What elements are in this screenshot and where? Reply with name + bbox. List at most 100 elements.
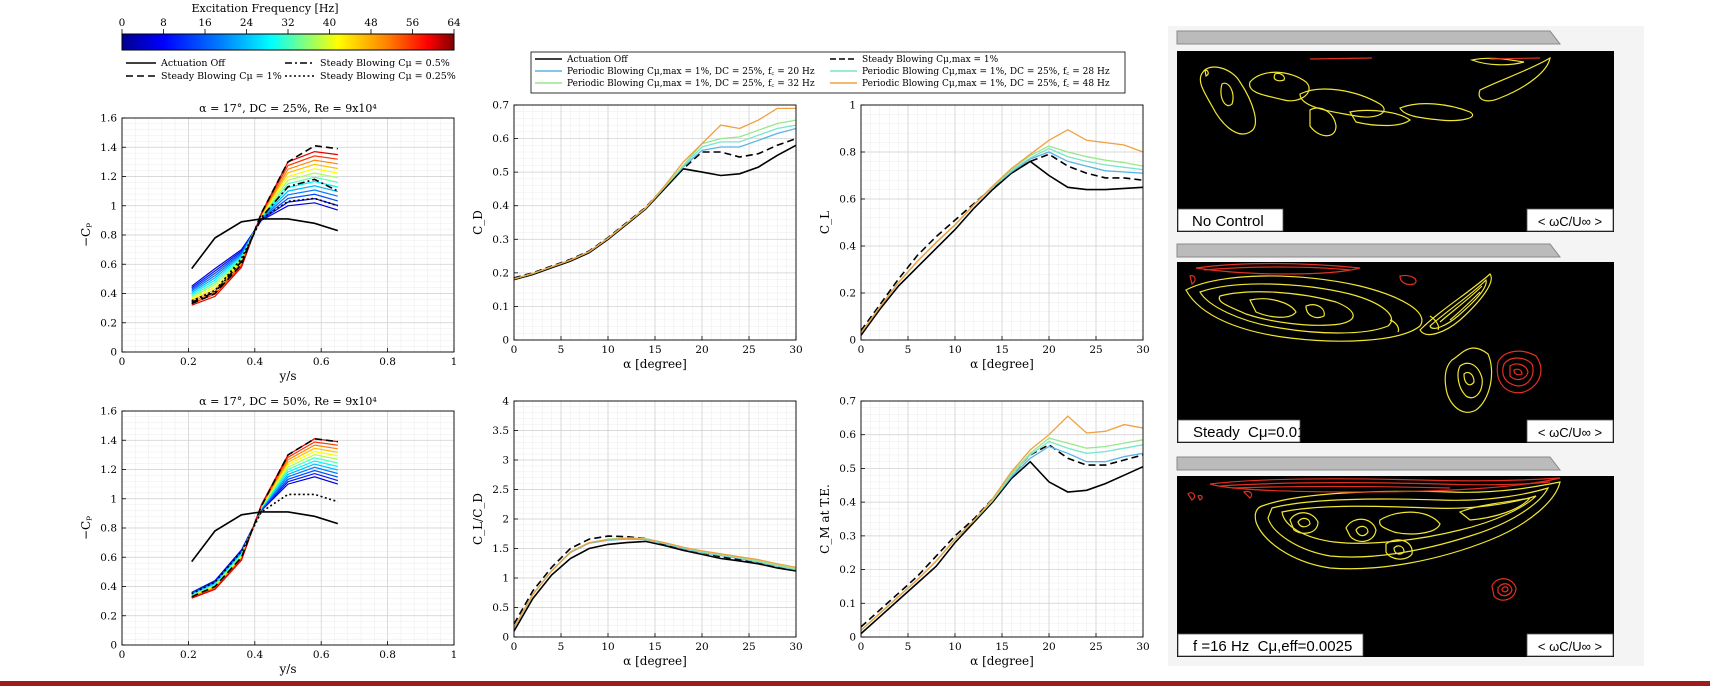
legend-label: Periodic Blowing Cμ,max = 1%, DC = 25%, … — [567, 67, 815, 77]
y-tick-label: 1.4 — [100, 435, 117, 447]
left-legend: Actuation Off Steady Blowing Cμ = 0.5% Ste… — [126, 58, 456, 82]
series-line-5 — [513, 107, 796, 280]
chart-cp-dc50: 0 0.2 0.4 0.6 0.8 1 0 0.2 0.4 0.6 0.8 1 1.2 1.4 1.6 α =… — [79, 395, 457, 676]
x-tick-label: 0.4 — [246, 649, 263, 661]
case-label: No Control — [1192, 213, 1264, 230]
airfoil-bar — [1176, 456, 1562, 471]
x-axis-label: α [degree] — [970, 357, 1034, 371]
y-tick-label: 1 — [110, 493, 117, 505]
x-axis-label: y/s — [279, 662, 297, 676]
frequency-series-line — [191, 150, 338, 306]
y-tick-label: 0.3 — [492, 234, 509, 246]
colorbar-tick-label: 64 — [447, 17, 461, 29]
quantity-label: < ωC/U∞ > — [1538, 214, 1602, 229]
x-tick-label: 25 — [1089, 344, 1102, 356]
quantity-label: < ωC/U∞ > — [1538, 639, 1602, 654]
x-tick-label: 0.8 — [379, 649, 396, 661]
y-tick-label: 0.8 — [100, 230, 117, 242]
series-line-0 — [191, 511, 339, 563]
series-line-0 — [860, 460, 1144, 635]
quantity-label-box — [1526, 208, 1614, 232]
series-line-1 — [191, 144, 338, 305]
flow-field — [1177, 51, 1614, 232]
airfoil-bar — [1176, 243, 1562, 258]
x-tick-label: 0.2 — [180, 356, 197, 368]
plot-frame — [860, 400, 1144, 638]
x-axis-label: α [degree] — [623, 654, 687, 668]
x-tick-label: 30 — [789, 344, 802, 356]
series-line-5 — [860, 128, 1144, 334]
x-axis-label: α [degree] — [623, 357, 687, 371]
colorbar: Excitation Frequency [Hz] 0 8 16 24 32 40 48 56… — [119, 2, 461, 51]
x-tick-label: 0.8 — [379, 356, 396, 368]
y-tick-label: 0.5 — [839, 463, 856, 475]
colorbar-tick-label: 0 — [119, 17, 126, 29]
x-tick-label: 0.6 — [313, 356, 330, 368]
y-tick-label: 2 — [502, 514, 509, 526]
y-tick-label: 0.2 — [839, 564, 856, 576]
y-tick-label: 0.1 — [839, 598, 856, 610]
legend-label: Actuation Off — [566, 55, 628, 65]
colorbar-gradient — [121, 33, 455, 51]
legend-label: Periodic Blowing Cμ,max = 1%, DC = 25%, … — [862, 67, 1110, 77]
x-tick-label: 25 — [742, 641, 755, 653]
y-tick-label: 1.6 — [100, 406, 117, 418]
y-tick-label: 0.2 — [839, 288, 856, 300]
flow-panel-no-control: No Control < ωC/U∞ > — [1176, 30, 1614, 232]
case-label-box — [1177, 633, 1364, 657]
x-tick-label: 0 — [119, 356, 126, 368]
quantity-label-box — [1526, 419, 1614, 443]
case-label: Steady Cμ=0.01 — [1193, 424, 1305, 441]
y-tick-label: 0.3 — [839, 530, 856, 542]
series-line-5 — [860, 415, 1144, 631]
y-tick-label: 0 — [502, 632, 509, 644]
x-tick-label: 0.6 — [313, 649, 330, 661]
y-tick-label: 0.7 — [492, 100, 509, 112]
middle-legend: Actuation Off Steady Blowing Cμ,max = 1% P… — [530, 51, 1126, 94]
x-tick-label: 0.4 — [246, 356, 263, 368]
y-tick-label: 0 — [110, 640, 117, 652]
x-tick-label: 5 — [905, 344, 912, 356]
colorbar-tick-label: 48 — [364, 17, 377, 29]
y-tick-label: 0.2 — [100, 610, 117, 622]
x-tick-label: 0 — [511, 641, 518, 653]
y-tick-label: 0.4 — [492, 200, 509, 212]
y-tick-label: 0.2 — [492, 267, 509, 279]
x-tick-label: 15 — [648, 344, 661, 356]
flow-panel-periodic: f =16 Hz Cμ,eff=0.0025 < ωC/U∞ > — [1176, 456, 1614, 657]
y-tick-label: 0.1 — [492, 301, 509, 313]
y-tick-label: 3 — [502, 455, 509, 467]
plot-frame — [121, 410, 455, 646]
y-tick-label: 0.4 — [100, 581, 117, 593]
y-tick-label: 0.6 — [492, 133, 509, 145]
x-tick-label: 10 — [948, 344, 961, 356]
colorbar-tick-label: 56 — [406, 17, 420, 29]
plot-frame — [860, 104, 1144, 341]
legend-label: Periodic Blowing Cμ,max = 1%, DC = 25%, … — [862, 79, 1110, 89]
y-tick-label: 0 — [849, 632, 856, 644]
chart-cm-te: 0 5 10 15 20 25 30 0 0.1 0.2 0.3 0.4 0.5 0.6 0.7 α [deg… — [818, 396, 1150, 669]
x-tick-label: 30 — [1136, 344, 1149, 356]
x-tick-label: 1 — [451, 356, 458, 368]
y-tick-label: 1.2 — [100, 171, 117, 183]
chart-title: α = 17°, DC = 50%, Re = 9x10⁴ — [199, 395, 377, 408]
plot-frame — [121, 117, 455, 353]
chart-ld-ratio: 0 5 10 15 20 25 30 0 0.5 1 1.5 2 2.5 3 3.5 4 α [degree] C… — [471, 396, 803, 669]
series-line-1 — [191, 437, 338, 598]
legend-label: Steady Blowing Cμ,max = 1% — [862, 55, 999, 65]
colorbar-tick-label: 40 — [323, 17, 336, 29]
chart-cd: 0 5 10 15 20 25 30 0 0.1 0.2 0.3 0.4 0.5 0.6 0.7 α [deg… — [471, 100, 803, 372]
y-tick-label: 0.5 — [492, 602, 509, 614]
y-tick-label: 3.5 — [492, 425, 509, 437]
x-tick-label: 0 — [511, 344, 518, 356]
legend-label: Steady Blowing Cμ = 1% — [161, 71, 282, 82]
x-tick-label: 25 — [742, 344, 755, 356]
y-tick-label: 1 — [110, 200, 117, 212]
legend-label: Actuation Off — [160, 58, 226, 69]
y-axis-label: C_M at T.E. — [818, 484, 832, 554]
x-tick-label: 5 — [558, 344, 565, 356]
quantity-label: < ωC/U∞ > — [1538, 425, 1602, 440]
colorbar-tick-label: 8 — [160, 17, 167, 29]
legend-label: Steady Blowing Cμ = 0.25% — [320, 71, 456, 82]
